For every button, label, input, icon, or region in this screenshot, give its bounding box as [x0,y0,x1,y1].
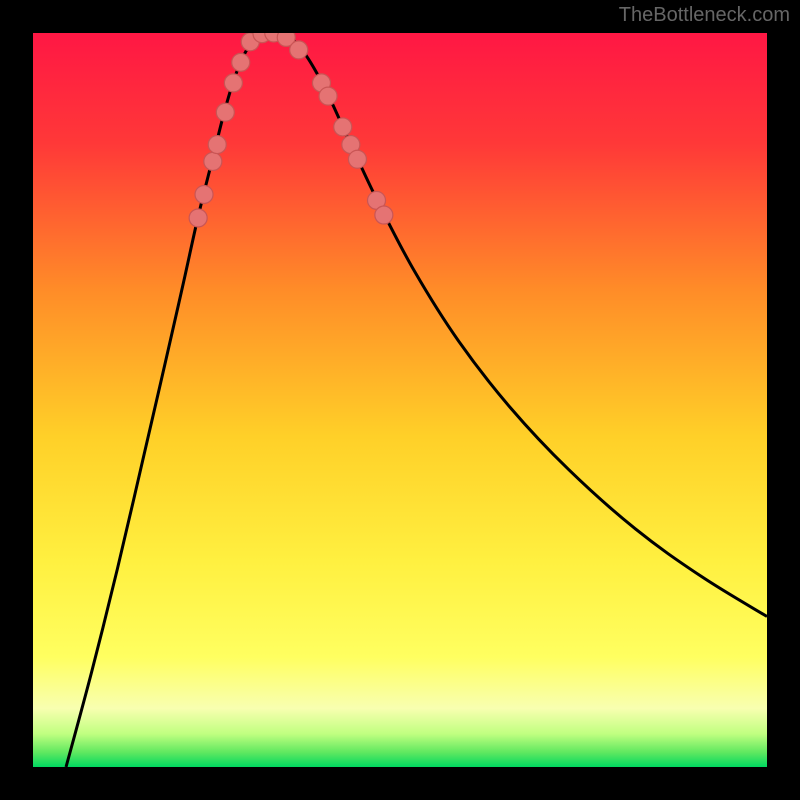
bottleneck-curve [33,33,767,767]
marker-point [195,185,213,203]
marker-point [348,150,366,168]
marker-point [375,206,393,224]
marker-point [208,136,226,154]
marker-point [204,152,222,170]
marker-point [216,103,234,121]
marker-point [290,41,308,59]
marker-point [319,87,337,105]
plot-area [33,33,767,767]
marker-point [224,74,242,92]
watermark-text: TheBottleneck.com [619,4,790,27]
marker-point [334,118,352,136]
marker-point [232,53,250,71]
marker-point [189,209,207,227]
